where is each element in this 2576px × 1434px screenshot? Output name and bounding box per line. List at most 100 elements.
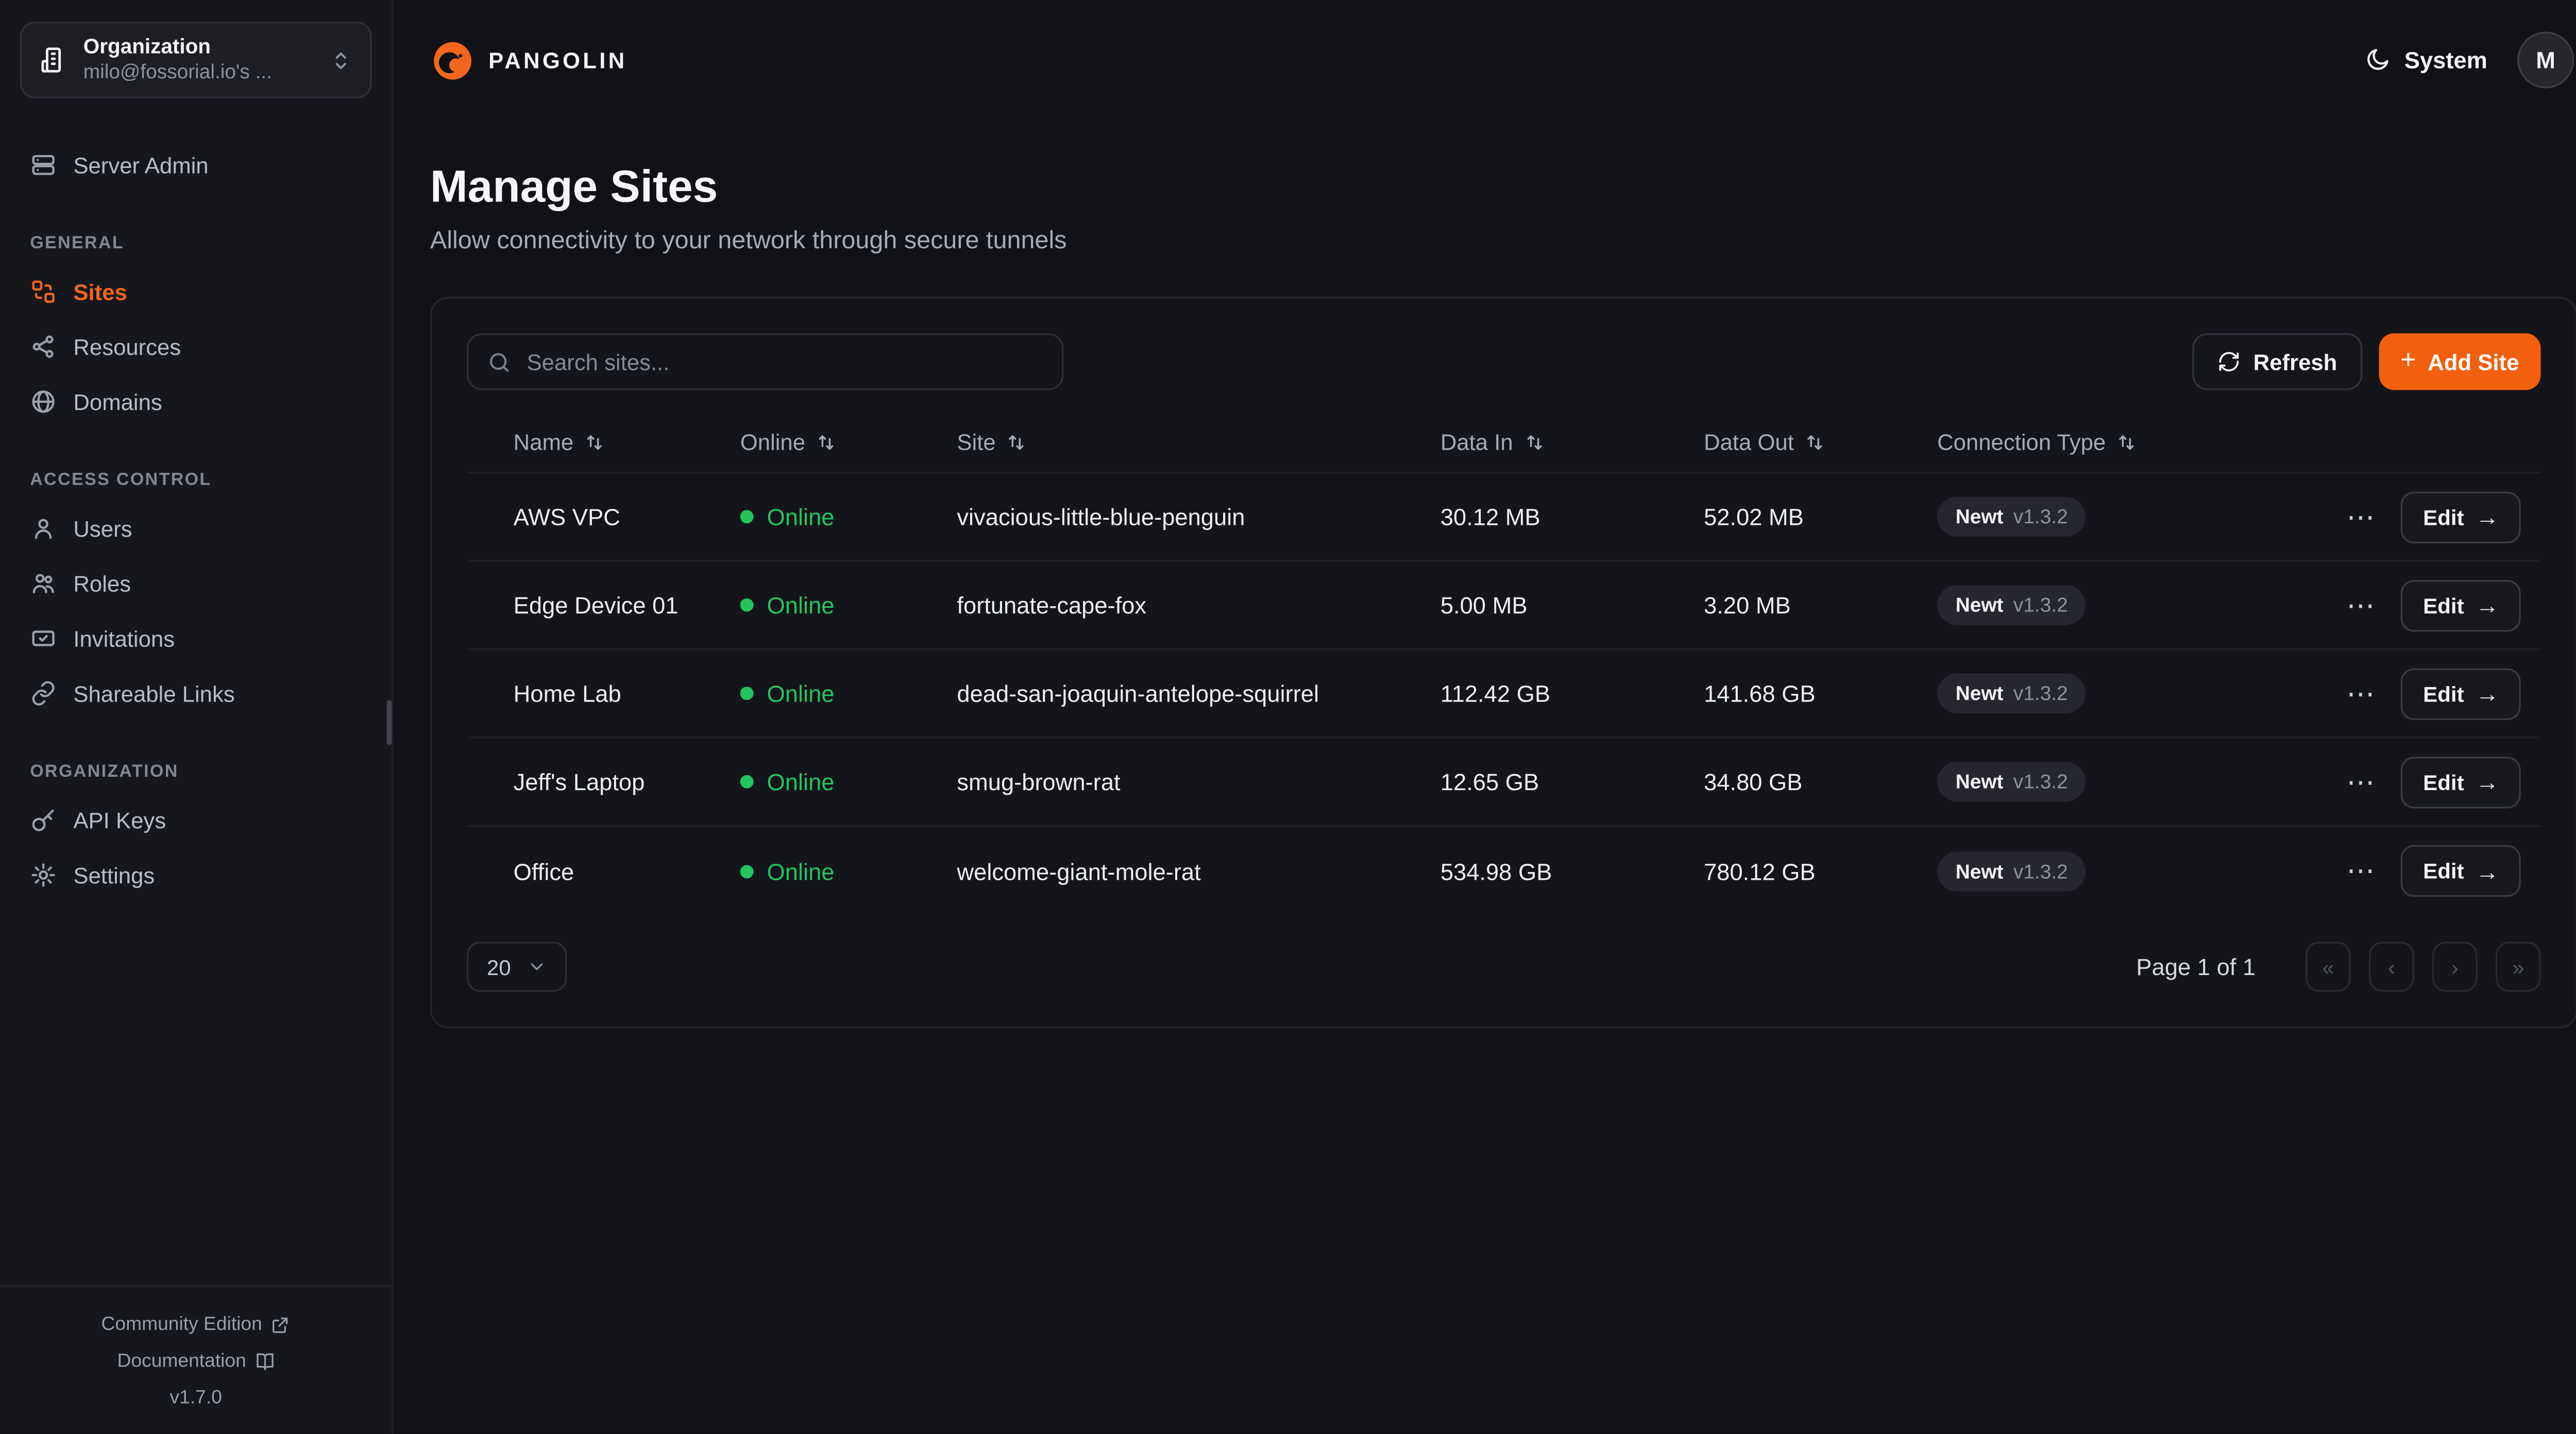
row-menu-button[interactable]: ⋯ xyxy=(2346,857,2375,885)
sidebar-item-settings[interactable]: Settings xyxy=(23,852,368,899)
page-title: Manage Sites xyxy=(430,161,718,212)
connection-type-cell: Newt v1.3.2 xyxy=(1917,850,2337,891)
theme-toggle-button[interactable]: System xyxy=(2364,47,2487,74)
status-badge: Online xyxy=(720,503,937,530)
connection-type-cell: Newt v1.3.2 xyxy=(1917,585,2337,625)
edit-button[interactable]: Edit → xyxy=(2401,756,2521,808)
search-icon xyxy=(487,349,512,374)
online-dot-icon xyxy=(740,687,754,701)
sidebar-footer: Community Edition Documentation v1.7.0 xyxy=(0,1285,392,1433)
user-icon xyxy=(30,515,57,542)
column-header-name[interactable]: Name xyxy=(467,430,720,455)
sidebar-item-label: Users xyxy=(73,516,132,541)
sidebar-item-roles[interactable]: Roles xyxy=(23,560,368,607)
data-out: 3.20 MB xyxy=(1704,591,1791,619)
sidebar-item-label: API Keys xyxy=(73,807,166,833)
edit-button[interactable]: Edit → xyxy=(2401,579,2521,631)
site-slug: smug-brown-rat xyxy=(957,768,1121,795)
chevrons-left-icon: « xyxy=(2322,954,2334,980)
chevrons-up-down-icon xyxy=(328,47,353,73)
sidebar-item-api-keys[interactable]: API Keys xyxy=(23,797,368,844)
data-in: 5.00 MB xyxy=(1440,591,1528,619)
first-page-button[interactable]: « xyxy=(2306,942,2351,992)
community-edition-link[interactable]: Community Edition xyxy=(20,1307,372,1343)
sort-icon xyxy=(584,432,605,453)
share-nodes-icon xyxy=(30,333,57,360)
chevrons-right-icon: » xyxy=(2512,954,2524,980)
refresh-button[interactable]: Refresh xyxy=(2191,333,2362,390)
ticket-check-icon xyxy=(30,625,57,652)
table-row: Office Online welcome-giant-mole-rat 534… xyxy=(467,827,2540,915)
search-input[interactable] xyxy=(527,349,1044,374)
brand: PANGOLIN xyxy=(430,38,628,82)
column-header-online[interactable]: Online xyxy=(720,430,937,455)
table-header-row: Name Online Site Data In xyxy=(467,414,2541,473)
edit-button[interactable]: Edit → xyxy=(2401,667,2521,720)
content: Manage Sites Allow connectivity to your … xyxy=(394,120,2576,1433)
plus-icon: + xyxy=(2400,347,2416,375)
sort-icon xyxy=(1804,432,1825,453)
ellipsis-icon: ⋯ xyxy=(2346,677,2375,709)
sort-icon xyxy=(2116,432,2138,453)
sidebar-item-domains[interactable]: Domains xyxy=(23,379,368,425)
sidebar-item-resources[interactable]: Resources xyxy=(23,323,368,370)
connection-badge: Newt v1.3.2 xyxy=(1937,497,2087,537)
column-header-connection-type[interactable]: Connection Type xyxy=(1917,430,2337,455)
data-out: 780.12 GB xyxy=(1704,857,1816,884)
page-size-select[interactable]: 20 xyxy=(467,942,568,992)
chevron-right-icon: › xyxy=(2451,954,2459,980)
status-badge: Online xyxy=(720,769,937,795)
book-open-icon xyxy=(255,1352,275,1372)
brand-name: PANGOLIN xyxy=(488,47,628,73)
moon-icon xyxy=(2364,47,2391,74)
edit-button[interactable]: Edit → xyxy=(2401,845,2521,897)
section-label-general: GENERAL xyxy=(30,233,125,253)
sidebar-item-sites[interactable]: Sites xyxy=(23,268,368,315)
sites-card: Refresh + Add Site Name xyxy=(430,296,2576,1029)
data-in: 112.42 GB xyxy=(1440,680,1551,707)
sidebar-scrollbar-thumb[interactable] xyxy=(386,700,392,745)
link-icon xyxy=(30,680,57,707)
row-menu-button[interactable]: ⋯ xyxy=(2346,503,2375,531)
table-row: Jeff's Laptop Online smug-brown-rat 12.6… xyxy=(467,739,2541,827)
row-menu-button[interactable]: ⋯ xyxy=(2346,591,2375,619)
sort-icon xyxy=(1006,432,1027,453)
table-row: Edge Device 01 Online fortunate-cape-fox… xyxy=(467,561,2541,651)
sidebar-item-users[interactable]: Users xyxy=(23,505,368,552)
sidebar-item-invitations[interactable]: Invitations xyxy=(23,615,368,662)
topbar: PANGOLIN System M xyxy=(394,0,2576,120)
status-badge: Online xyxy=(720,592,937,619)
site-name: Office xyxy=(513,857,574,884)
last-page-button[interactable]: » xyxy=(2496,942,2541,992)
card-toolbar: Refresh + Add Site xyxy=(467,333,2541,390)
column-header-data-out[interactable]: Data Out xyxy=(1684,430,1917,455)
online-dot-icon xyxy=(740,864,754,878)
next-page-button[interactable]: › xyxy=(2432,942,2478,992)
column-header-data-in[interactable]: Data In xyxy=(1420,430,1684,455)
data-in: 12.65 GB xyxy=(1440,768,1539,795)
row-menu-button[interactable]: ⋯ xyxy=(2346,679,2375,708)
chevron-down-icon xyxy=(528,957,548,977)
page-info: Page 1 of 1 xyxy=(2136,953,2256,980)
site-slug: fortunate-cape-fox xyxy=(957,591,1147,619)
sites-icon xyxy=(30,278,57,305)
org-switcher[interactable]: Organization milo@fossorial.io's ... xyxy=(20,22,372,98)
sidebar-item-server-admin[interactable]: Server Admin xyxy=(23,142,368,189)
edit-button[interactable]: Edit → xyxy=(2401,490,2521,543)
row-menu-button[interactable]: ⋯ xyxy=(2346,767,2375,796)
external-link-icon xyxy=(270,1315,291,1335)
sidebar-item-label: Roles xyxy=(73,571,131,596)
sort-icon xyxy=(815,432,837,453)
documentation-link[interactable]: Documentation xyxy=(20,1343,372,1380)
sidebar-item-label: Domains xyxy=(73,389,162,415)
avatar[interactable]: M xyxy=(2517,31,2574,89)
column-header-site[interactable]: Site xyxy=(937,430,1420,455)
section-label-organization: ORGANIZATION xyxy=(30,761,179,782)
site-name: AWS VPC xyxy=(513,503,620,531)
key-icon xyxy=(30,807,57,833)
previous-page-button[interactable]: ‹ xyxy=(2369,942,2414,992)
add-site-button[interactable]: + Add Site xyxy=(2379,333,2541,390)
sort-icon xyxy=(1523,432,1545,453)
sidebar-item-shareable-links[interactable]: Shareable Links xyxy=(23,670,368,717)
